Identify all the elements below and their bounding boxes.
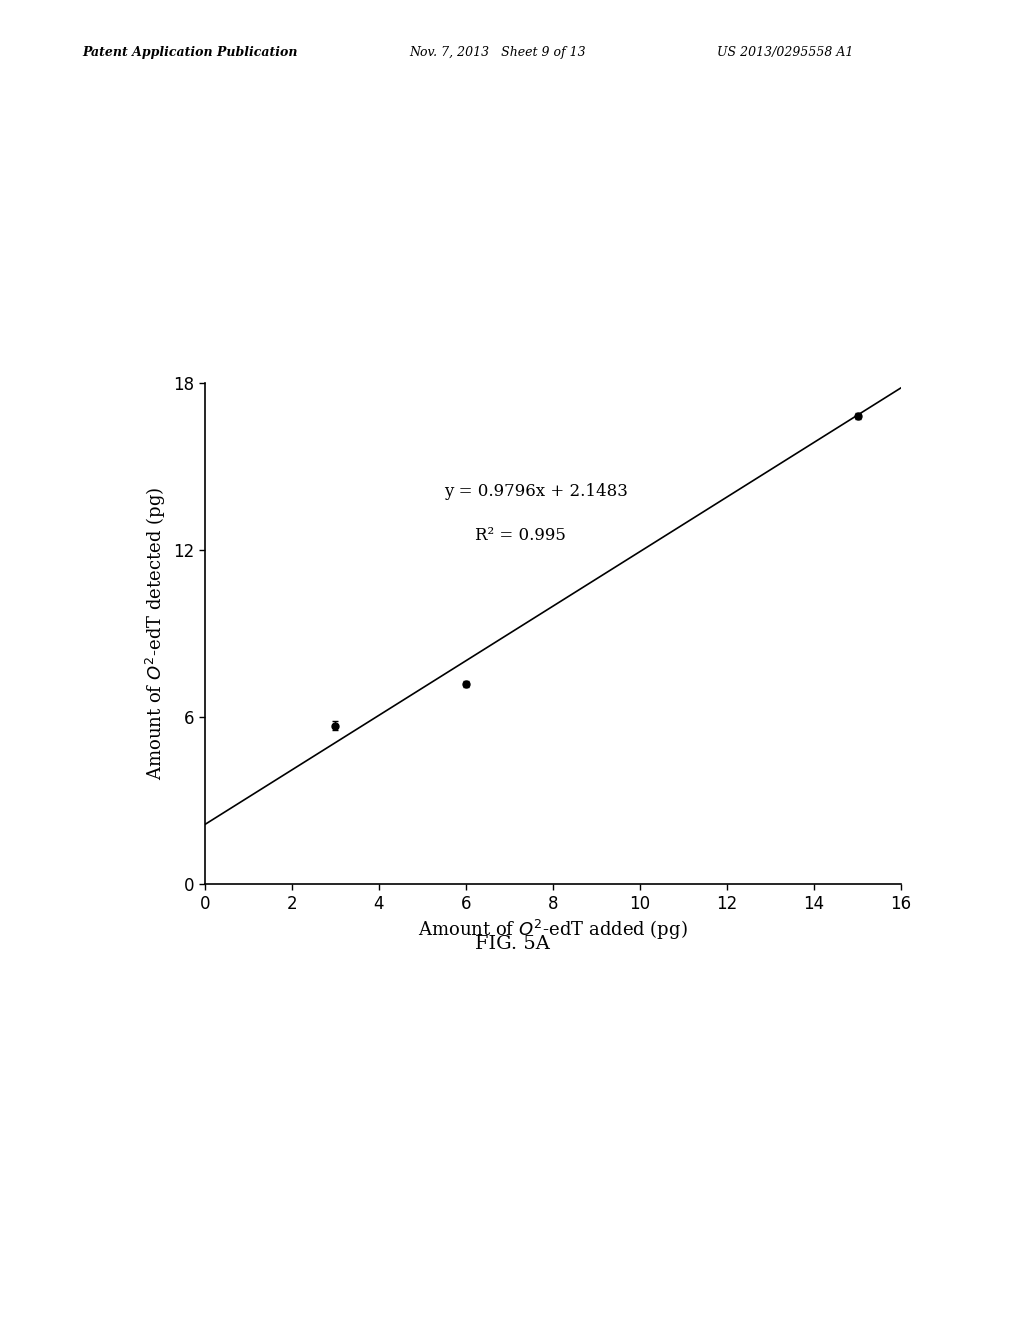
Text: Nov. 7, 2013   Sheet 9 of 13: Nov. 7, 2013 Sheet 9 of 13 [410,46,586,59]
Text: Patent Application Publication: Patent Application Publication [82,46,297,59]
Y-axis label: Amount of $\mathit{O}^2$-edT detected (pg): Amount of $\mathit{O}^2$-edT detected (p… [143,487,168,780]
Text: R² = 0.995: R² = 0.995 [475,528,565,544]
X-axis label: Amount of $\mathit{O}^2$-edT added (pg): Amount of $\mathit{O}^2$-edT added (pg) [418,919,688,942]
Text: US 2013/0295558 A1: US 2013/0295558 A1 [717,46,853,59]
Text: y = 0.9796x + 2.1483: y = 0.9796x + 2.1483 [444,483,628,500]
Text: FIG. 5A: FIG. 5A [474,935,550,953]
